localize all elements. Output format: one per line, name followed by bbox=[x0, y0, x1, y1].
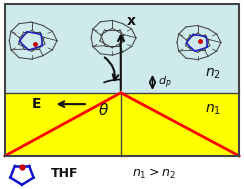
Text: THF: THF bbox=[51, 167, 79, 180]
Bar bbox=[5, 4, 239, 156]
Bar bbox=[5, 4, 239, 156]
Text: $\theta$: $\theta$ bbox=[98, 102, 109, 118]
Bar bbox=[5, 4, 239, 93]
Text: E: E bbox=[32, 97, 41, 111]
Text: $n_1 > n_2$: $n_1 > n_2$ bbox=[132, 167, 175, 181]
Text: $d_p$: $d_p$ bbox=[158, 74, 172, 91]
Text: x: x bbox=[127, 14, 136, 28]
Bar bbox=[0, 156, 244, 189]
Text: $n_1$: $n_1$ bbox=[205, 103, 221, 117]
Text: $n_2$: $n_2$ bbox=[205, 67, 221, 81]
